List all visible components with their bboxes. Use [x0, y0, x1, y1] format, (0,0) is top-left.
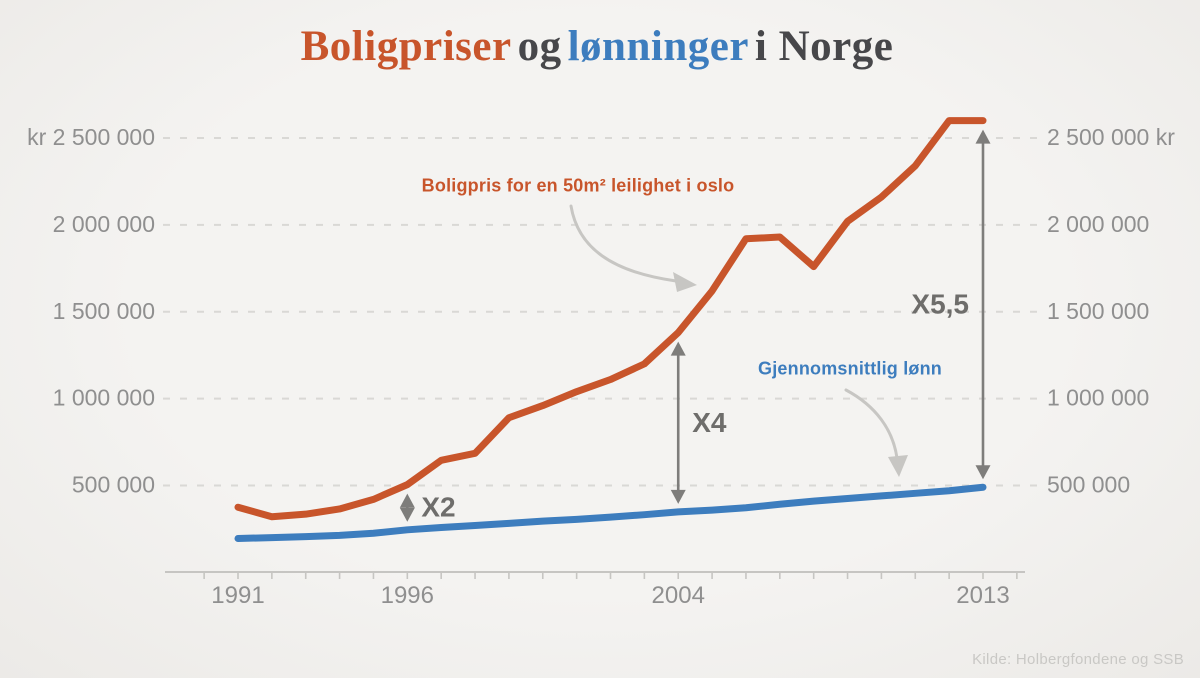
wage-series-label: Gjennomsnittlig lønn: [758, 358, 942, 379]
house-pointer-arrow: [569, 204, 678, 283]
wage-pointer-arrow: [844, 388, 899, 460]
y-axis-label-right: 2 000 000: [1047, 211, 1149, 237]
y-axis-label-left: 1 500 000: [53, 298, 155, 324]
ratio-arrow-head-bottom: [399, 507, 415, 522]
source-credit: Kilde: Holbergfondene og SSB: [972, 651, 1184, 668]
y-axis-label-right: 1 500 000: [1047, 298, 1149, 324]
title-part-conjunction: og: [517, 23, 562, 70]
y-axis-label-left: 2 000 000: [53, 211, 155, 237]
ratio-arrow-head-bottom: [975, 465, 991, 480]
x-axis-label: 1996: [381, 582, 434, 609]
ratio-label: X4: [692, 407, 727, 438]
ratio-arrow-head-bottom: [670, 489, 686, 504]
ratio-arrow-head-top: [670, 341, 686, 356]
y-axis-label-left: kr 2 500 000: [27, 124, 155, 150]
house-series-line: [234, 117, 987, 521]
chart-title: Boligpriser og lønninger i Norge: [0, 22, 1200, 71]
ratio-label: X5,5: [911, 288, 969, 319]
y-axis-label-right: 1 000 000: [1047, 385, 1149, 411]
title-part-suffix: i Norge: [754, 23, 894, 70]
ratio-arrow-head-top: [399, 493, 415, 508]
y-axis-label-left: 500 000: [72, 472, 155, 498]
house-pointer-arrow-head: [673, 272, 697, 292]
title-part-wages: lønninger: [567, 23, 749, 70]
wage-series-line: [234, 483, 987, 542]
title-part-housing: Boligpriser: [300, 23, 512, 70]
house-series-label: Boligpris for en 50m² leilighet i oslo: [421, 175, 735, 196]
x-axis-label: 2004: [652, 582, 705, 609]
ratio-arrow-head-top: [975, 129, 991, 144]
y-axis-label-right: 500 000: [1047, 472, 1130, 498]
y-axis-label-left: 1 000 000: [53, 385, 155, 411]
wage-pointer-arrow-head: [888, 455, 908, 477]
x-axis-label: 1991: [211, 582, 264, 609]
ratio-label: X2: [421, 492, 455, 523]
x-axis-label: 2013: [956, 582, 1009, 609]
y-axis-label-right: 2 500 000 kr: [1047, 124, 1175, 150]
